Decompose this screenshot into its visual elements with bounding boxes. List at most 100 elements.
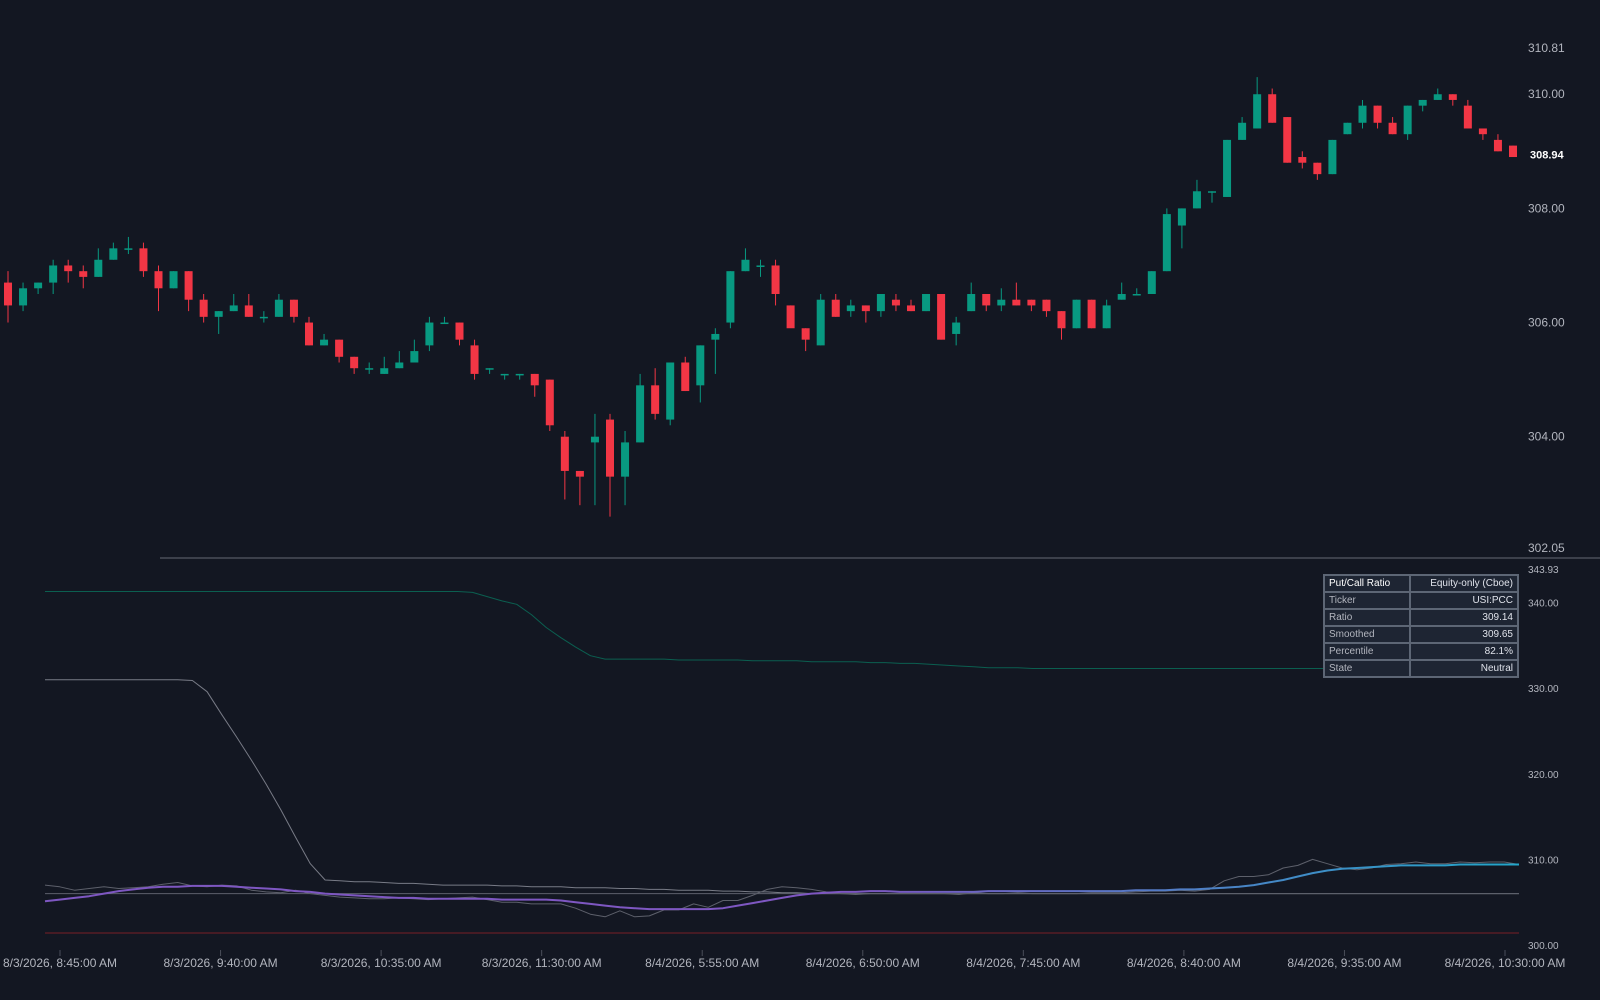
candle-down[interactable] [350, 356, 359, 369]
candle-down[interactable] [184, 271, 193, 300]
candle-up[interactable] [1253, 94, 1262, 129]
candle-up[interactable] [636, 385, 645, 443]
candle-up[interactable] [169, 271, 178, 289]
candle-down[interactable] [1012, 299, 1021, 306]
candle-down[interactable] [545, 379, 554, 426]
candle-down[interactable] [1509, 145, 1517, 158]
candle-down[interactable] [1388, 122, 1397, 135]
candle-up[interactable] [229, 305, 238, 312]
candle-up[interactable] [1418, 99, 1427, 106]
candle-up[interactable] [1433, 94, 1442, 100]
candle-up[interactable] [1328, 139, 1337, 175]
candle-up[interactable] [967, 294, 976, 312]
candle-down[interactable] [1087, 299, 1096, 329]
candle-down[interactable] [1298, 157, 1307, 163]
candle-up[interactable] [500, 373, 509, 376]
candle-up[interactable] [410, 351, 419, 363]
candle-down[interactable] [64, 265, 73, 272]
candle-up[interactable] [1162, 214, 1171, 272]
candle-down[interactable] [139, 248, 148, 272]
candle-up[interactable] [726, 271, 735, 323]
candle-down[interactable] [786, 305, 795, 329]
candle-up[interactable] [34, 282, 43, 289]
candle-down[interactable] [861, 305, 870, 312]
candle-up[interactable] [395, 362, 404, 369]
candle-down[interactable] [289, 299, 298, 317]
candle-down[interactable] [771, 265, 780, 295]
candle-up[interactable] [94, 259, 103, 277]
candle-up[interactable] [274, 299, 283, 317]
candle-up[interactable] [1403, 105, 1412, 135]
candle-up[interactable] [1102, 305, 1111, 329]
candle-down[interactable] [1042, 299, 1051, 312]
candle-up[interactable] [1358, 105, 1367, 123]
candle-down[interactable] [891, 299, 900, 306]
candle-up[interactable] [666, 362, 675, 420]
candle-down[interactable] [530, 373, 539, 386]
candle-up[interactable] [876, 294, 885, 312]
candle-down[interactable] [455, 322, 464, 340]
candle-down[interactable] [1027, 299, 1036, 306]
candle-down[interactable] [1493, 139, 1502, 152]
candle-up[interactable] [1192, 191, 1201, 209]
candle-down[interactable] [937, 294, 946, 340]
candle-down[interactable] [1448, 94, 1457, 100]
candle-down[interactable] [831, 299, 840, 317]
candle-up[interactable] [1117, 294, 1126, 300]
candle-up[interactable] [440, 322, 449, 325]
candle-down[interactable] [560, 436, 569, 471]
candle-down[interactable] [1268, 94, 1277, 123]
candle-up[interactable] [124, 248, 133, 250]
candle-down[interactable] [199, 299, 208, 317]
candle-down[interactable] [305, 322, 313, 346]
candle-down[interactable] [907, 305, 915, 312]
candle-down[interactable] [154, 271, 163, 289]
candle-up[interactable] [1177, 208, 1186, 226]
candle-up[interactable] [1208, 191, 1216, 193]
candle-down[interactable] [1057, 311, 1066, 329]
candle-down[interactable] [575, 470, 584, 477]
candle-up[interactable] [711, 333, 720, 340]
candle-down[interactable] [982, 294, 991, 306]
candle-down[interactable] [4, 282, 12, 306]
candle-down[interactable] [1463, 105, 1472, 129]
candle-up[interactable] [590, 436, 599, 443]
candle-down[interactable] [1478, 128, 1487, 135]
candle-up[interactable] [214, 311, 223, 317]
candle-up[interactable] [952, 322, 961, 334]
candle-up[interactable] [109, 248, 118, 260]
candle-up[interactable] [485, 368, 494, 370]
candle-up[interactable] [741, 259, 750, 272]
candle-up[interactable] [1147, 271, 1156, 295]
candle-down[interactable] [470, 345, 479, 374]
candle-up[interactable] [515, 373, 524, 376]
candle-down[interactable] [1313, 162, 1322, 175]
candle-up[interactable] [365, 368, 374, 370]
candle-up[interactable] [1238, 122, 1247, 140]
candle-up[interactable] [621, 442, 630, 477]
candle-up[interactable] [1072, 299, 1081, 329]
candle-up[interactable] [846, 305, 855, 312]
candle-up[interactable] [922, 294, 931, 312]
candle-up[interactable] [259, 316, 268, 319]
candle-up[interactable] [997, 299, 1006, 306]
candle-up[interactable] [1223, 139, 1232, 197]
candle-down[interactable] [335, 339, 344, 357]
candle-down[interactable] [606, 419, 614, 477]
candle-up[interactable] [19, 288, 28, 306]
candle-up[interactable] [1132, 294, 1141, 296]
candle-down[interactable] [244, 305, 253, 317]
candle-down[interactable] [1283, 117, 1292, 163]
candle-up[interactable] [380, 368, 389, 374]
candle-up[interactable] [49, 265, 58, 283]
candle-up[interactable] [320, 339, 329, 346]
candle-up[interactable] [1343, 122, 1352, 135]
candle-down[interactable] [801, 328, 810, 340]
candle-up[interactable] [696, 345, 705, 386]
candle-down[interactable] [1373, 105, 1382, 123]
candle-up[interactable] [425, 322, 434, 346]
candle-down[interactable] [681, 362, 690, 392]
candle-up[interactable] [756, 265, 765, 267]
